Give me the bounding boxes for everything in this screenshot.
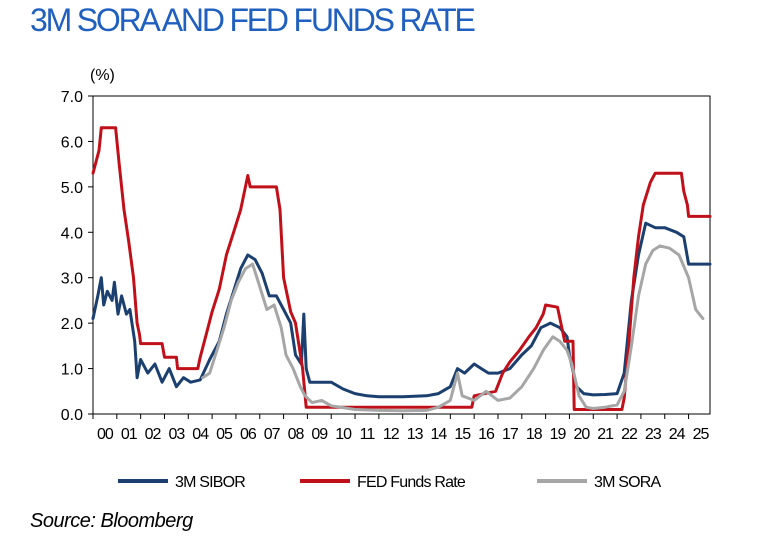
x-tick-label: 20	[573, 426, 590, 443]
x-tick-label: 08	[288, 426, 305, 443]
chart-series	[91, 126, 712, 413]
y-tick-label: 4.0	[61, 225, 83, 242]
series-line	[201, 244, 705, 413]
legend-label: 3M SIBOR	[175, 474, 245, 491]
legend-label: 3M SORA	[594, 474, 662, 491]
x-tick-label: 09	[311, 426, 328, 443]
x-tick-label: 21	[597, 426, 614, 443]
x-tick-label: 18	[526, 426, 543, 443]
x-tick-label: 19	[550, 426, 567, 443]
x-tick-label: 01	[121, 426, 138, 443]
chart-axes: 0.0 1.0 2.0 3.0 4.0 5.0 6.0 7.0 (%) 00 01 02 03 04 05 0…	[61, 67, 711, 443]
x-tick-label: 16	[478, 426, 495, 443]
series-line	[91, 221, 712, 399]
plot-area-frame	[92, 95, 711, 415]
x-tick-label: 12	[383, 426, 400, 443]
x-tick-label: 03	[168, 426, 185, 443]
x-tick-label: 15	[454, 426, 471, 443]
x-tick-label: 25	[693, 426, 710, 443]
x-tick-label: 10	[335, 426, 352, 443]
x-tick-label: 04	[192, 426, 209, 443]
y-tick-label: 6.0	[61, 134, 83, 151]
y-tick-label: 1.0	[61, 362, 83, 379]
series-line	[91, 126, 712, 411]
y-tick-label: 2.0	[61, 316, 83, 333]
x-tick-label: 06	[240, 426, 257, 443]
x-tick-label: 14	[431, 426, 448, 443]
x-tick-label: 22	[621, 426, 638, 443]
x-tick-label: 24	[669, 426, 686, 443]
x-tick-label: 00	[97, 426, 114, 443]
y-tick-label: 3.0	[61, 271, 83, 288]
y-tick-label: 7.0	[61, 89, 83, 106]
x-tick-label: 17	[502, 426, 519, 443]
y-tick-label: 0.0	[61, 407, 83, 424]
chart-title: 3M SORA AND FED FUNDS RATE	[30, 2, 476, 38]
source-note: Source: Bloomberg	[30, 510, 193, 532]
x-tick-label: 13	[407, 426, 424, 443]
x-tick-label: 02	[145, 426, 162, 443]
chart-legend: 3M SIBOR FED Funds Rate 3M SORA	[118, 474, 662, 491]
line-chart: 0.0 1.0 2.0 3.0 4.0 5.0 6.0 7.0 (%) 00 01 02 03 04 05 0…	[61, 67, 712, 491]
y-tick-label: 5.0	[61, 180, 83, 197]
x-tick-label: 11	[360, 426, 376, 443]
x-tick-label: 05	[216, 426, 233, 443]
x-tick-label: 07	[264, 426, 281, 443]
legend-label: FED Funds Rate	[357, 474, 466, 491]
x-tick-label: 23	[645, 426, 662, 443]
y-axis-unit-label: (%)	[90, 67, 115, 84]
